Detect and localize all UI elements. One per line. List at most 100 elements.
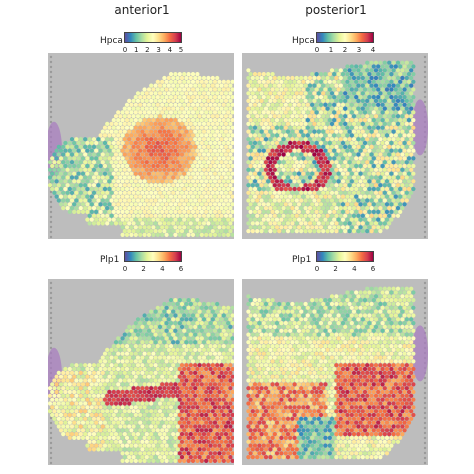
- expression-spot: [259, 206, 264, 211]
- expression-spot: [173, 171, 178, 176]
- expression-spot: [204, 443, 209, 448]
- expression-spot: [208, 156, 213, 161]
- expression-spot: [351, 68, 357, 73]
- expression-spot: [193, 424, 198, 429]
- expression-spot: [230, 110, 234, 115]
- expression-spot: [69, 190, 75, 195]
- expression-spot: [321, 83, 326, 88]
- expression-spot: [168, 102, 174, 107]
- expression-spot: [296, 321, 302, 326]
- expression-spot: [153, 121, 158, 126]
- expression-spot: [177, 125, 182, 130]
- title-posterior1: posterior1: [305, 3, 367, 17]
- expression-spot: [72, 397, 77, 402]
- expression-spot: [177, 305, 182, 310]
- expression-spot: [343, 68, 348, 73]
- expression-spot: [111, 405, 116, 410]
- expression-spot: [210, 424, 215, 429]
- expression-spot: [347, 175, 352, 180]
- expression-spot: [113, 439, 119, 444]
- expression-spot: [160, 397, 165, 402]
- fiducial-spot: [49, 110, 53, 114]
- expression-spot: [175, 190, 180, 195]
- expression-spot: [58, 179, 64, 184]
- expression-spot: [393, 202, 398, 207]
- expression-spot: [255, 137, 260, 142]
- expression-spot: [80, 194, 86, 199]
- expression-spot: [384, 156, 390, 161]
- expression-spot: [347, 137, 352, 142]
- expression-spot: [153, 213, 158, 218]
- expression-spot: [120, 179, 125, 184]
- expression-spot: [323, 79, 328, 84]
- expression-spot: [212, 125, 218, 130]
- expression-spot: [58, 389, 64, 395]
- expression-spot: [182, 133, 187, 138]
- expression-spot: [166, 317, 171, 322]
- expression-spot: [155, 202, 160, 207]
- expression-spot: [116, 118, 121, 123]
- expression-spot: [182, 125, 187, 130]
- expression-spot: [391, 144, 396, 149]
- expression-spot: [155, 435, 160, 440]
- expression-spot: [246, 332, 251, 337]
- expression-spot: [208, 435, 213, 440]
- expression-spot: [138, 405, 143, 410]
- expression-spot: [281, 332, 286, 337]
- legend-gene-label: Hpca: [100, 36, 123, 46]
- expression-spot: [223, 129, 229, 134]
- expression-spot: [197, 363, 202, 368]
- expression-spot: [146, 313, 152, 318]
- expression-spot: [122, 175, 127, 180]
- expression-spot: [131, 347, 136, 352]
- expression-spot: [164, 102, 169, 107]
- expression-spot: [332, 171, 337, 176]
- expression-spot: [268, 206, 273, 211]
- expression-spot: [334, 317, 339, 322]
- expression-spot: [384, 118, 390, 123]
- expression-spot: [307, 91, 313, 96]
- expression-spot: [279, 225, 284, 230]
- expression-spot: [210, 144, 215, 149]
- expression-spot: [142, 156, 147, 161]
- expression-spot: [135, 114, 141, 119]
- expression-spot: [175, 301, 180, 307]
- expression-spot: [164, 382, 169, 387]
- expression-spot: [160, 336, 165, 341]
- expression-spot: [197, 355, 202, 360]
- expression-spot: [299, 221, 304, 226]
- expression-spot: [367, 290, 372, 295]
- expression-spot: [395, 309, 401, 314]
- expression-spot: [151, 458, 156, 463]
- fiducial-spot: [423, 215, 427, 219]
- expression-spot: [228, 317, 233, 322]
- expression-spot: [164, 148, 169, 153]
- expression-spot: [210, 455, 215, 460]
- expression-spot: [144, 190, 149, 195]
- expression-spot: [149, 183, 154, 188]
- expression-spot: [206, 393, 211, 398]
- expression-spot: [83, 175, 88, 180]
- expression-spot: [409, 317, 414, 322]
- expression-spot: [212, 163, 218, 169]
- expression-spot: [329, 121, 335, 126]
- expression-spot: [327, 217, 332, 222]
- expression-spot: [369, 213, 374, 218]
- expression-spot: [221, 435, 226, 440]
- expression-spot: [182, 420, 187, 425]
- expression-spot: [94, 435, 99, 440]
- expression-spot: [325, 183, 330, 188]
- expression-spot: [186, 344, 191, 349]
- expression-spot: [204, 79, 209, 84]
- expression-spot: [91, 416, 97, 421]
- expression-spot: [69, 424, 75, 429]
- expression-spot: [182, 435, 187, 440]
- expression-spot: [404, 152, 409, 157]
- expression-spot: [360, 144, 365, 149]
- expression-spot: [371, 225, 376, 230]
- expression-spot: [210, 409, 215, 414]
- expression-spot: [261, 194, 266, 199]
- expression-spot: [197, 309, 202, 314]
- expression-spot: [219, 83, 224, 88]
- expression-spot: [149, 175, 154, 180]
